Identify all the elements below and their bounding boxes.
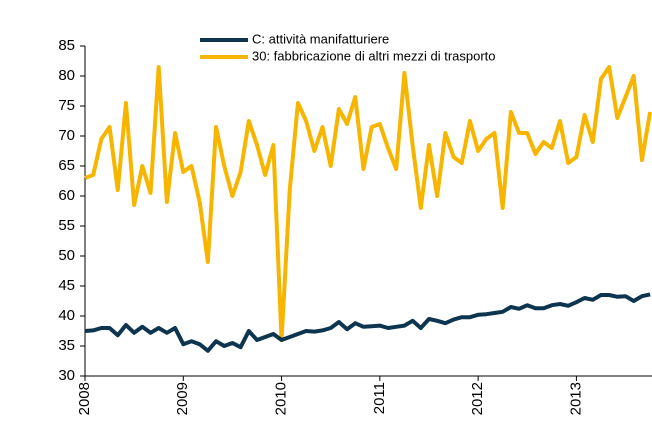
x-tick-label: 2008: [76, 382, 93, 415]
y-tick-label: 70: [58, 127, 75, 144]
series-line: [84, 65, 652, 342]
y-tick-label: 85: [58, 37, 75, 54]
x-tick-label: 2009: [174, 382, 191, 415]
series-line: [84, 292, 651, 353]
plot-area: [84, 65, 652, 353]
y-tick-label: 75: [58, 97, 75, 114]
y-tick-label: 35: [58, 337, 75, 354]
legend: C: attività manifatturiere 30: fabbricazi…: [200, 31, 496, 63]
y-tick-label: 30: [58, 367, 75, 384]
x-tick-label: 2011: [371, 382, 388, 414]
legend-label: 30: fabbricazione di altri mezzi di tras…: [252, 48, 496, 63]
x-tick-label: 2013: [567, 382, 584, 415]
y-tick-label: 50: [58, 247, 75, 264]
y-tick-label: 80: [58, 67, 75, 84]
x-tick-label: 2010: [273, 382, 290, 415]
y-tick-label: 40: [58, 307, 75, 324]
y-tick-label: 45: [58, 277, 75, 294]
y-tick-label: 55: [58, 217, 75, 234]
x-tick-label: 2012: [469, 382, 486, 415]
y-tick-label: 60: [58, 187, 75, 204]
y-tick-label: 65: [58, 157, 75, 174]
legend-label: C: attività manifatturiere: [252, 31, 389, 46]
